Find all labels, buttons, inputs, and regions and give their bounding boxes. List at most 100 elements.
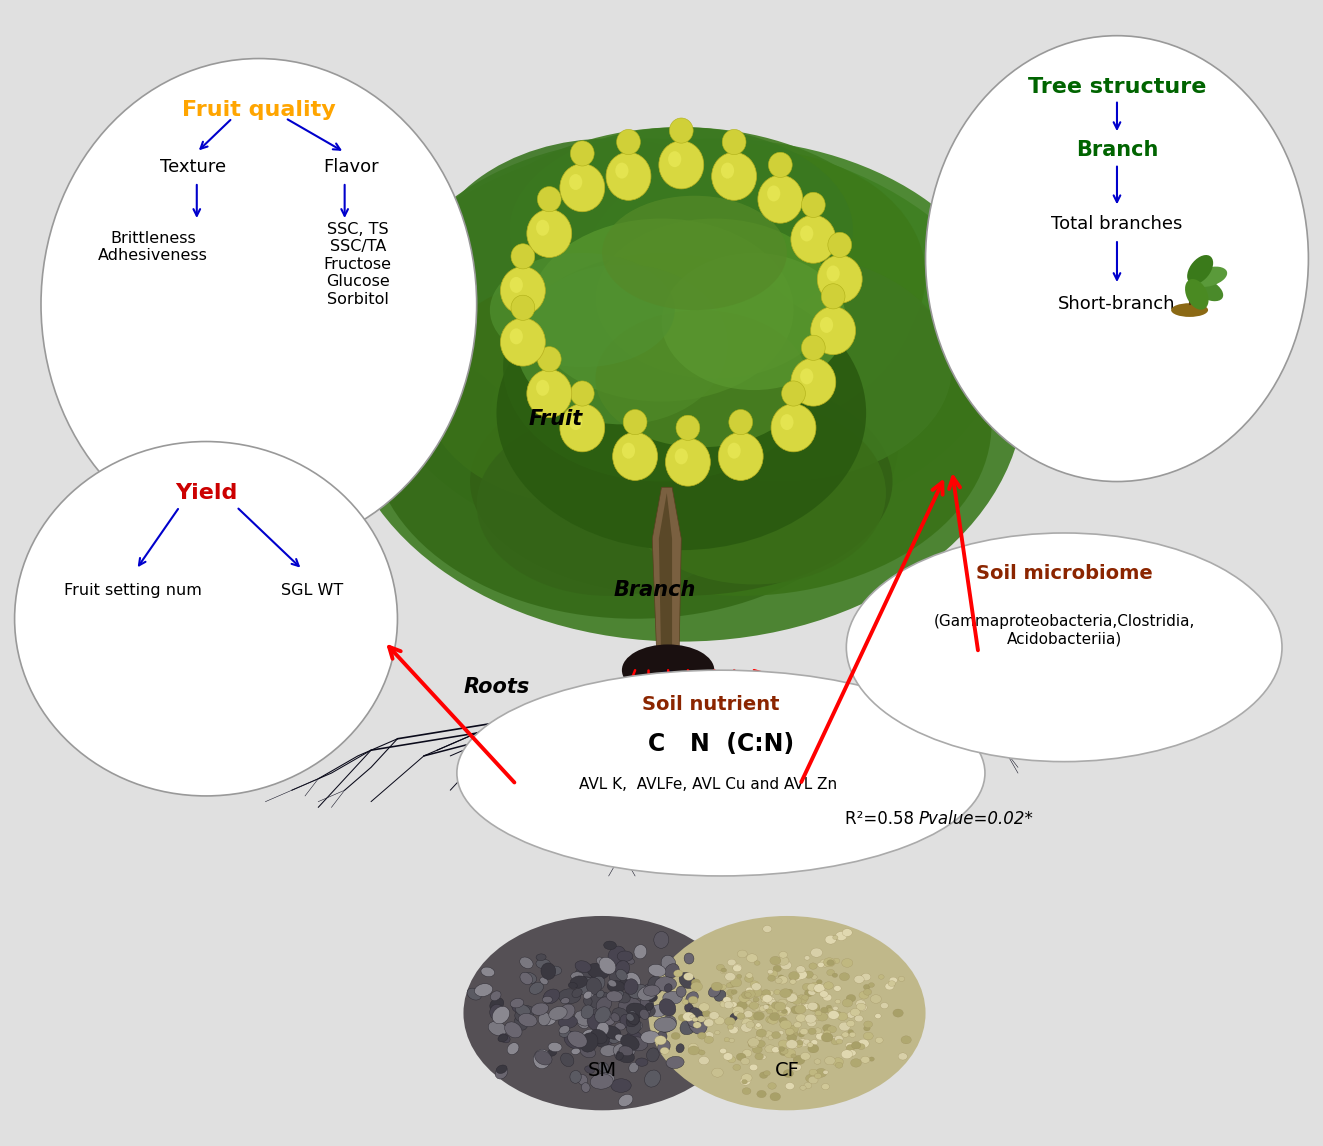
Ellipse shape bbox=[823, 994, 832, 1000]
Ellipse shape bbox=[730, 1002, 737, 1007]
Ellipse shape bbox=[515, 1017, 528, 1030]
Ellipse shape bbox=[814, 1006, 820, 1012]
Text: SM: SM bbox=[587, 1061, 617, 1080]
Ellipse shape bbox=[803, 1039, 810, 1044]
Ellipse shape bbox=[574, 1011, 591, 1026]
Ellipse shape bbox=[724, 1037, 730, 1042]
Ellipse shape bbox=[620, 1035, 639, 1050]
Ellipse shape bbox=[827, 970, 835, 975]
Ellipse shape bbox=[746, 987, 753, 992]
Ellipse shape bbox=[741, 1074, 751, 1082]
Text: (Gammaproteobacteria,Clostridia,
Acidobacteriia): (Gammaproteobacteria,Clostridia, Acidoba… bbox=[934, 614, 1195, 646]
Ellipse shape bbox=[845, 1043, 853, 1049]
Ellipse shape bbox=[578, 978, 597, 996]
Ellipse shape bbox=[733, 1026, 738, 1030]
Ellipse shape bbox=[534, 1051, 552, 1065]
Ellipse shape bbox=[613, 968, 628, 980]
Ellipse shape bbox=[864, 989, 872, 995]
Ellipse shape bbox=[753, 997, 759, 1002]
Ellipse shape bbox=[790, 980, 796, 984]
Ellipse shape bbox=[786, 989, 792, 994]
Ellipse shape bbox=[548, 966, 562, 975]
Ellipse shape bbox=[831, 1038, 840, 1045]
Ellipse shape bbox=[601, 1045, 617, 1057]
Ellipse shape bbox=[847, 533, 1282, 762]
Ellipse shape bbox=[718, 432, 763, 480]
Ellipse shape bbox=[540, 978, 548, 984]
Ellipse shape bbox=[697, 1017, 705, 1022]
Ellipse shape bbox=[560, 403, 605, 452]
Ellipse shape bbox=[370, 139, 926, 550]
Ellipse shape bbox=[536, 953, 546, 960]
Ellipse shape bbox=[639, 1010, 650, 1020]
Ellipse shape bbox=[644, 1070, 660, 1088]
Ellipse shape bbox=[495, 1066, 508, 1080]
Ellipse shape bbox=[765, 1006, 771, 1012]
Ellipse shape bbox=[634, 1022, 643, 1031]
Ellipse shape bbox=[676, 1044, 684, 1053]
Ellipse shape bbox=[688, 996, 699, 1004]
Ellipse shape bbox=[810, 982, 820, 991]
Ellipse shape bbox=[779, 989, 791, 998]
Ellipse shape bbox=[808, 1004, 814, 1008]
Ellipse shape bbox=[617, 1050, 635, 1062]
Ellipse shape bbox=[823, 1070, 828, 1074]
Ellipse shape bbox=[676, 987, 687, 997]
Ellipse shape bbox=[753, 1045, 762, 1053]
Ellipse shape bbox=[581, 1005, 594, 1019]
Ellipse shape bbox=[827, 1026, 836, 1033]
Ellipse shape bbox=[536, 959, 550, 968]
Ellipse shape bbox=[781, 1049, 789, 1054]
Ellipse shape bbox=[811, 1039, 818, 1045]
Ellipse shape bbox=[754, 1012, 765, 1020]
Ellipse shape bbox=[745, 975, 754, 982]
Ellipse shape bbox=[729, 409, 753, 434]
Ellipse shape bbox=[603, 1033, 614, 1045]
Ellipse shape bbox=[807, 1020, 816, 1027]
Ellipse shape bbox=[808, 1076, 818, 1084]
Ellipse shape bbox=[787, 1030, 796, 1037]
Text: Roots: Roots bbox=[463, 677, 529, 697]
Ellipse shape bbox=[659, 141, 704, 189]
Ellipse shape bbox=[684, 1004, 693, 1013]
Ellipse shape bbox=[789, 997, 795, 1003]
Ellipse shape bbox=[766, 1017, 775, 1023]
Ellipse shape bbox=[560, 164, 605, 212]
Ellipse shape bbox=[795, 1042, 803, 1047]
Ellipse shape bbox=[623, 409, 647, 434]
Ellipse shape bbox=[733, 965, 742, 972]
Ellipse shape bbox=[828, 1011, 839, 1019]
Ellipse shape bbox=[823, 1025, 832, 1031]
Ellipse shape bbox=[893, 1008, 904, 1018]
Ellipse shape bbox=[714, 990, 726, 1002]
Ellipse shape bbox=[619, 1046, 632, 1055]
Ellipse shape bbox=[595, 1006, 610, 1023]
Ellipse shape bbox=[601, 1010, 611, 1021]
Ellipse shape bbox=[726, 989, 734, 996]
Ellipse shape bbox=[619, 979, 628, 986]
Ellipse shape bbox=[759, 1072, 767, 1078]
Ellipse shape bbox=[703, 1011, 710, 1017]
Ellipse shape bbox=[757, 1090, 766, 1098]
Ellipse shape bbox=[623, 973, 640, 991]
Ellipse shape bbox=[745, 994, 751, 999]
Ellipse shape bbox=[511, 998, 524, 1008]
Ellipse shape bbox=[796, 1003, 802, 1006]
Ellipse shape bbox=[744, 1011, 753, 1018]
Ellipse shape bbox=[820, 991, 828, 997]
Ellipse shape bbox=[786, 994, 798, 1002]
Ellipse shape bbox=[590, 1074, 613, 1089]
Ellipse shape bbox=[881, 1003, 888, 1008]
Ellipse shape bbox=[456, 670, 984, 876]
Ellipse shape bbox=[824, 1057, 835, 1065]
Ellipse shape bbox=[496, 276, 867, 550]
Ellipse shape bbox=[15, 441, 397, 796]
Ellipse shape bbox=[822, 1084, 830, 1090]
Ellipse shape bbox=[613, 1043, 635, 1058]
Ellipse shape bbox=[664, 964, 679, 979]
Ellipse shape bbox=[841, 1050, 852, 1059]
Ellipse shape bbox=[684, 973, 693, 981]
Ellipse shape bbox=[778, 1039, 789, 1047]
Ellipse shape bbox=[754, 988, 762, 994]
Ellipse shape bbox=[647, 1047, 659, 1062]
